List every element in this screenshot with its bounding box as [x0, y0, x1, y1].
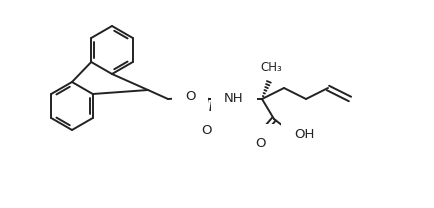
Text: O: O [202, 124, 212, 137]
Text: O: O [255, 137, 265, 150]
Text: O: O [185, 90, 195, 104]
Text: CH₃: CH₃ [260, 61, 282, 74]
Text: NH: NH [224, 93, 244, 105]
Text: OH: OH [294, 129, 314, 141]
